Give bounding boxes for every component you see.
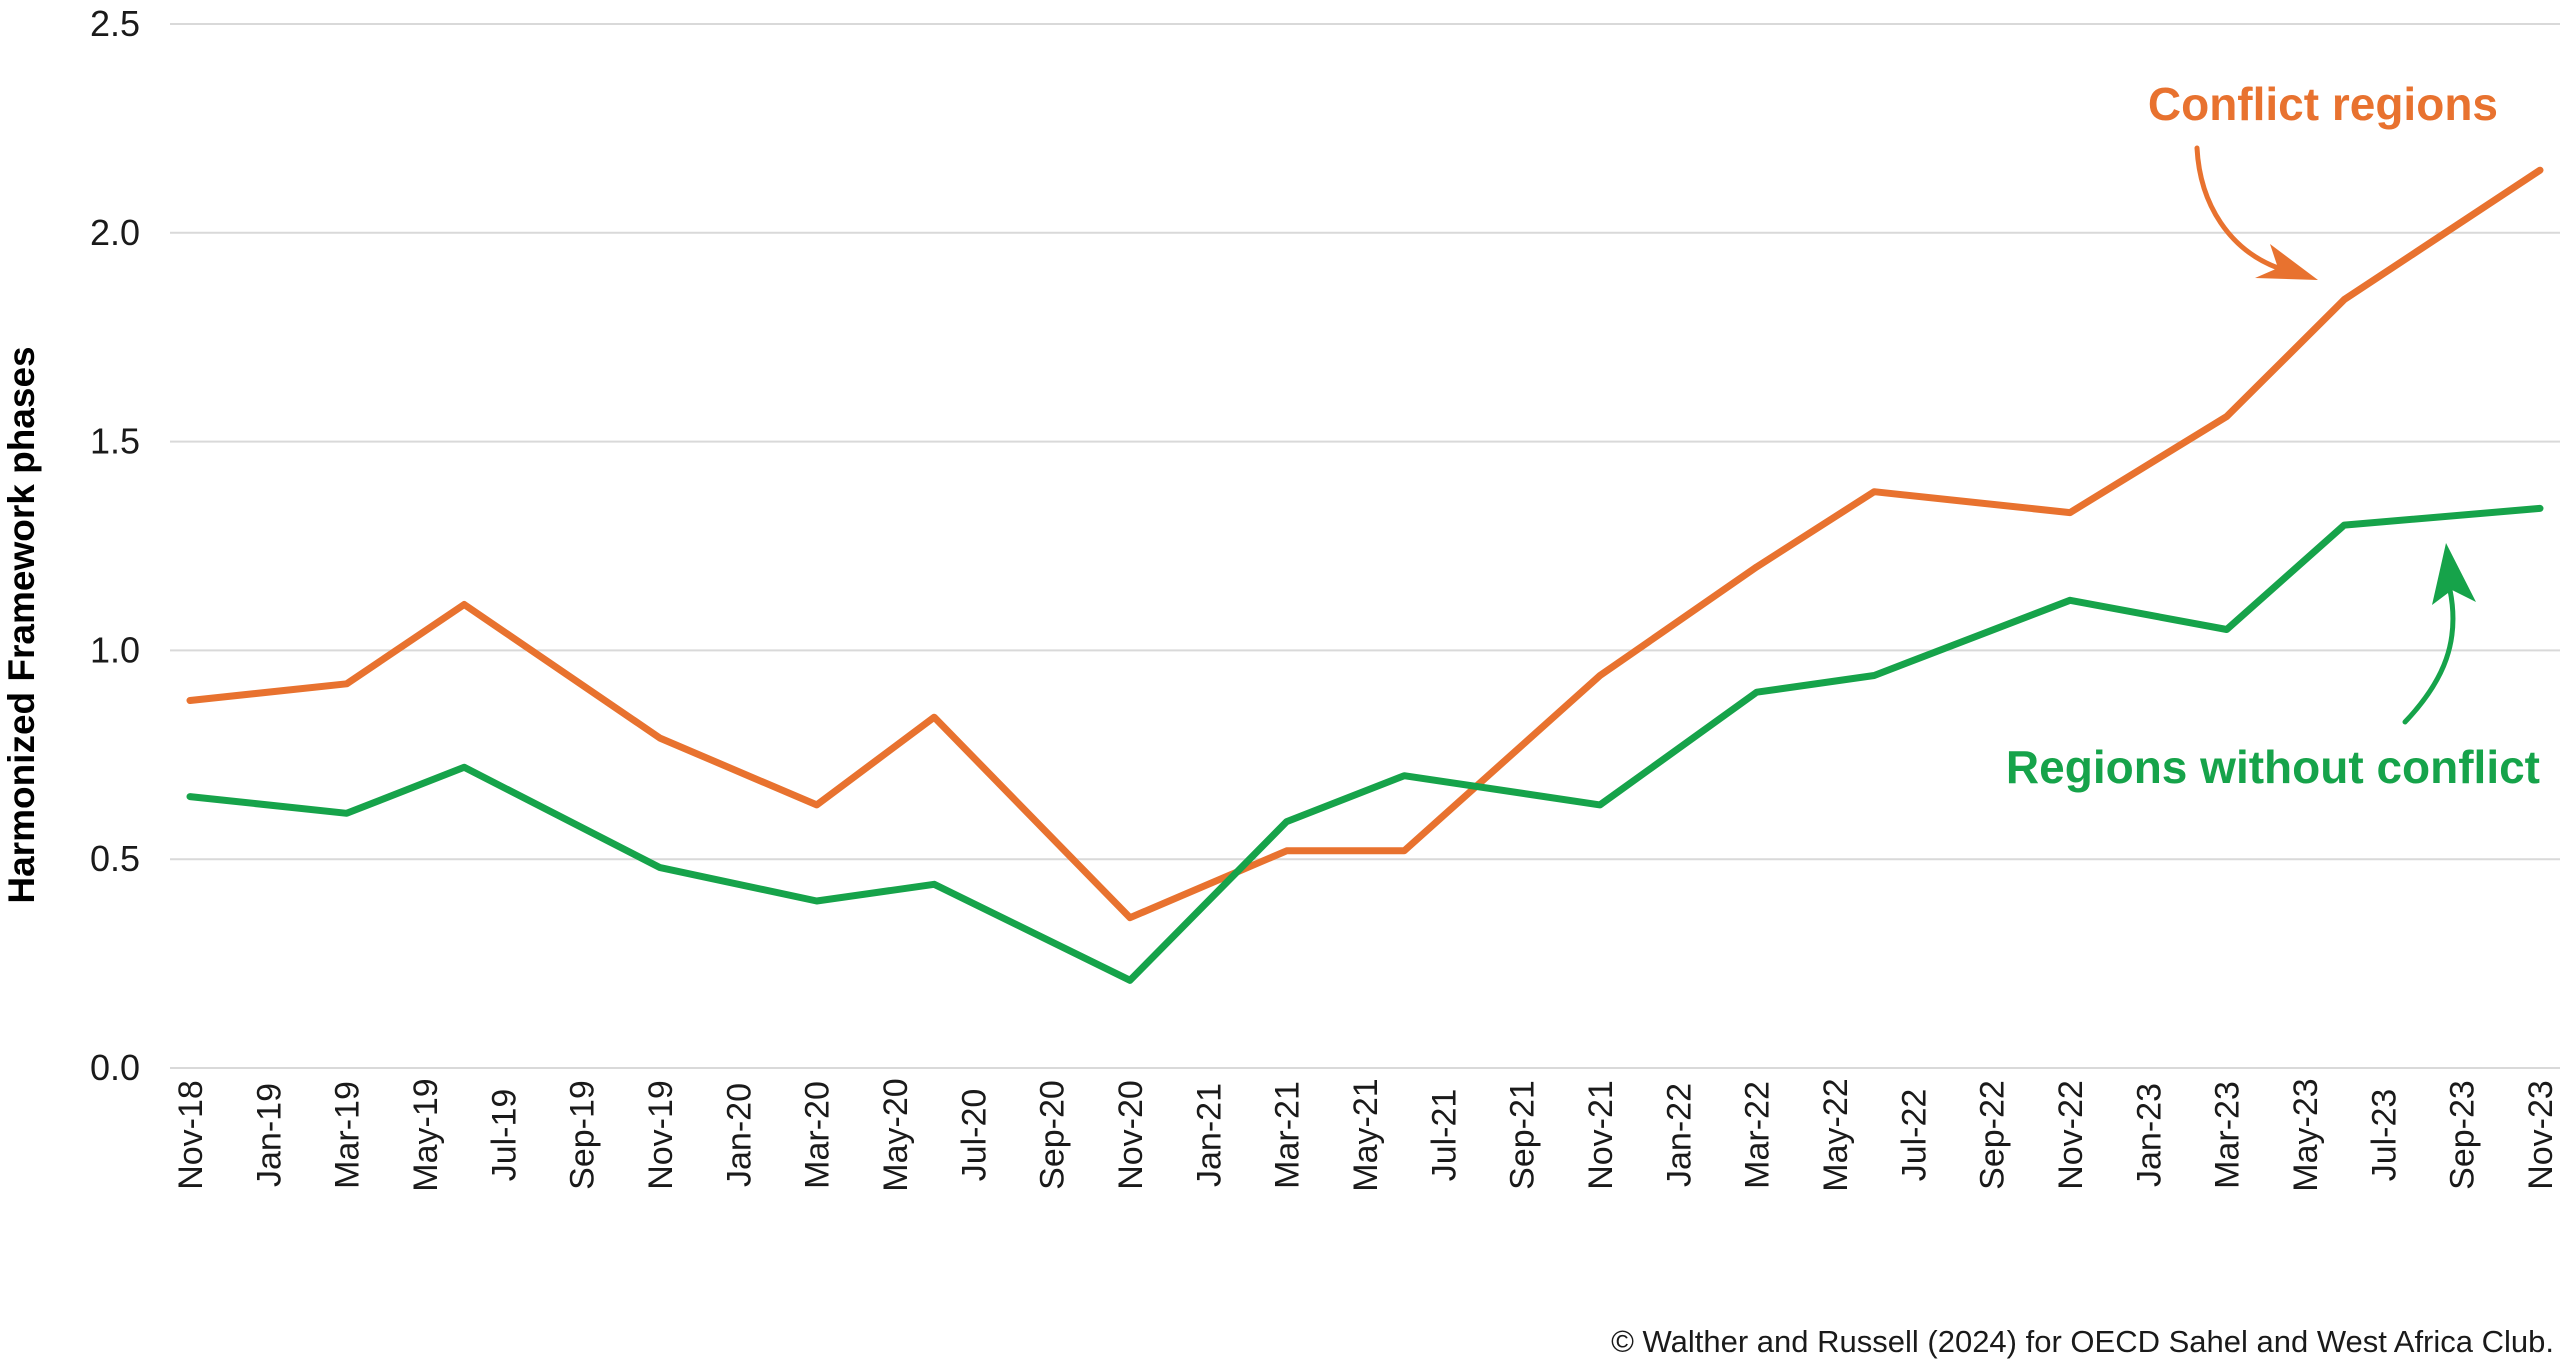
x-tick-label: Jul-19 [485,1089,523,1182]
x-axis-ticks: Nov-18 Jan-19 Mar-19 May-19 Jul-19 Sep-19 Nov-… [172,1078,2560,1191]
x-tick-label: May-19 [407,1078,445,1191]
y-tick-label: 2.0 [90,212,140,253]
x-tick-label: Sep-22 [1974,1080,2012,1190]
grid-lines [170,23,2560,1069]
x-tick-label: Jul-22 [1895,1089,1933,1182]
conflict-arrowhead-icon [2255,244,2318,280]
series-lines [186,166,2544,984]
x-tick-label: Jan-22 [1660,1083,1698,1187]
x-tick-label: Sep-21 [1504,1080,1542,1190]
x-tick-label: Nov-23 [2522,1080,2560,1190]
x-tick-label: Nov-22 [2052,1080,2090,1190]
x-tick-label: Sep-23 [2444,1080,2482,1190]
x-tick-label: Mar-22 [1739,1081,1777,1189]
x-tick-label: Mar-19 [329,1081,367,1189]
x-tick-label: Jul-21 [1425,1089,1463,1182]
y-tick-label: 1.5 [90,421,140,462]
conflict-arrow-icon [2194,145,2281,271]
x-tick-label: Jul-20 [955,1089,993,1182]
x-tick-label: Mar-21 [1269,1081,1307,1189]
y-axis-ticks: 0.0 0.5 1.0 1.5 2.0 2.5 [90,3,140,1088]
regions-without-conflict-label: Regions without conflict [2006,741,2540,793]
x-tick-label: Jan-23 [2130,1083,2168,1187]
x-tick-label: Mar-23 [2209,1081,2247,1189]
x-tick-label: Nov-20 [1112,1080,1150,1190]
x-tick-label: May-20 [877,1078,915,1191]
x-tick-label: Mar-20 [799,1081,837,1189]
conflict-regions-label: Conflict regions [2148,78,2498,130]
no-conflict-arrowhead-icon [2432,543,2476,605]
x-tick-label: May-21 [1347,1078,1385,1191]
x-tick-label: Jul-23 [2365,1089,2403,1182]
x-tick-label: Nov-19 [642,1080,680,1190]
no-conflict-arrow-icon [2402,587,2456,725]
x-tick-label: Jan-20 [720,1083,758,1187]
y-axis-label: Harmonized Framework phases [1,346,42,903]
y-tick-label: 0.0 [90,1047,140,1088]
x-tick-label: May-23 [2287,1078,2325,1191]
y-tick-label: 1.0 [90,629,140,670]
credit-text: © Walther and Russell (2024) for OECD Sa… [1611,1324,2554,1359]
x-tick-label: Jan-21 [1190,1083,1228,1187]
y-tick-label: 0.5 [90,838,140,879]
x-tick-label: Nov-21 [1582,1080,1620,1190]
x-tick-label: Jan-19 [250,1083,288,1187]
x-tick-label: Nov-18 [172,1080,210,1190]
y-tick-label: 2.5 [90,3,140,44]
x-tick-label: Sep-20 [1034,1080,1072,1190]
x-tick-label: May-22 [1817,1078,1855,1191]
series-line-regions-without-conflict [186,504,2544,984]
x-tick-label: Sep-19 [564,1080,602,1190]
series-line-conflict-regions [186,166,2544,922]
